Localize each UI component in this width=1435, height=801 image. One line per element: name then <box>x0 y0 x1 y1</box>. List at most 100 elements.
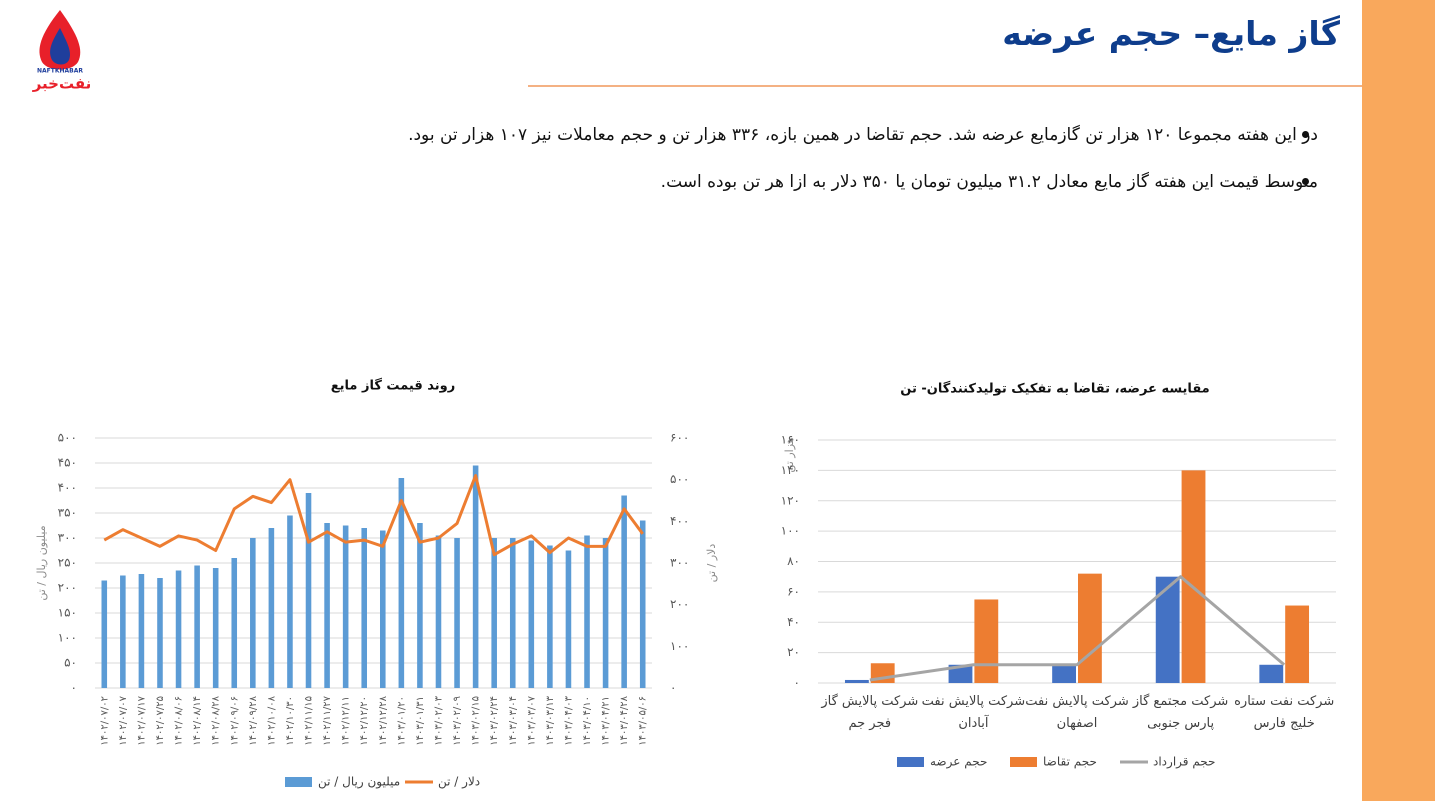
x-tick-label: ۱۴۰۲/۱۱/۲۷ <box>322 695 333 745</box>
x-tick-label: ۱۴۰۲/۰۷/۱۷ <box>136 695 147 745</box>
bar <box>1181 470 1206 683</box>
y-tick-label: ۱۴۰ <box>781 463 800 477</box>
legend-label: حجم قرارداد <box>1153 755 1215 770</box>
x-tick-label: ۱۴۰۳/۰۱/۳۱ <box>415 696 426 746</box>
x-tick-label: ۱۴۰۲/۱۰/۳۰ <box>285 696 296 746</box>
y2-axis-title: دلار / تن <box>705 544 718 583</box>
legend-label: حجم تقاضا <box>1043 755 1097 769</box>
y-tick-label: ۳۰۰ <box>58 531 77 545</box>
bar <box>101 580 108 688</box>
bar <box>509 538 516 688</box>
y2-tick-label: ۰ <box>670 681 676 695</box>
x-tick-box: شرکت نفت ستاره خلیج فارس <box>1234 694 1335 731</box>
bar <box>454 538 460 688</box>
y-tick-label: ۱۵۰ <box>58 606 77 620</box>
bar <box>528 540 535 688</box>
x-tick-label: ۱۴۰۲/۱۲/۲۸ <box>378 695 389 745</box>
bar <box>250 538 256 688</box>
x-tick-box: شرکت پالایش نفت آبادان <box>921 694 1026 731</box>
logo-text: نفت‌خبر <box>32 75 92 93</box>
y2-tick-label: ۲۰۰ <box>670 597 689 611</box>
y-tick-label: ۴۰۰ <box>58 481 77 495</box>
y-tick-label: ۶۰ <box>787 584 800 598</box>
bar <box>584 535 590 688</box>
x-tick-label: ۱۴۰۲/۰۷/۰۲ <box>99 696 110 746</box>
bullet-text: متوسط قیمت این هفته گاز مایع معادل ۳۱.۲ … <box>660 172 1318 192</box>
bar <box>398 478 405 688</box>
x-tick-label: ۱۴۰۳/۰۲/۰۳ <box>433 695 444 745</box>
bar <box>1155 576 1180 683</box>
x-tick-label: شرکت پالایش نفت آبادان <box>921 694 1026 731</box>
y-tick-label: ۲۰ <box>787 645 800 659</box>
logo: NAFTKHABAR نفت‌خبر <box>32 10 92 93</box>
y-tick-label: ۲۰۰ <box>58 581 77 595</box>
chart-title: مقایسه عرضه، تقاضا به تفکیک تولیدکنندگان… <box>900 381 1209 397</box>
legend-swatch <box>1010 757 1037 767</box>
bar <box>565 550 572 688</box>
y2-tick-label: ۱۰۰ <box>670 639 689 653</box>
chart-title: روند قیمت گاز مایع <box>331 378 455 394</box>
bar <box>379 530 386 688</box>
y-tick-label: ۱۰۰ <box>781 524 800 538</box>
bar <box>547 545 553 688</box>
y2-tick-label: ۶۰۰ <box>670 431 689 445</box>
bar <box>361 528 368 688</box>
x-tick-label: ۱۴۰۲/۰۸/۱۴ <box>192 696 203 746</box>
bullet-dot <box>1302 131 1309 138</box>
y2-tick-label: ۴۰۰ <box>670 514 689 528</box>
y-tick-label: ۰ <box>71 681 77 695</box>
x-tick-label: ۱۴۰۳/۰۱/۲۰ <box>396 696 407 746</box>
x-tick-label: ۱۴۰۳/۰۲/۲۴ <box>489 696 500 746</box>
x-tick-label: شرکت پالایش گاز فجر جم <box>821 694 919 731</box>
legend-swatch <box>285 777 312 787</box>
bar <box>1285 605 1310 683</box>
x-tick-label: ۱۴۰۲/۰۸/۲۸ <box>211 695 222 745</box>
x-tick-label: ۱۴۰۲/۱۰/۰۸ <box>266 695 277 745</box>
x-tick-label: ۱۴۰۲/۰۹/۲۸ <box>248 695 259 745</box>
x-tick-label: ۱۴۰۳/۰۴/۰۳ <box>563 695 574 745</box>
y-tick-label: ۲۵۰ <box>58 556 77 570</box>
x-tick-label: ۱۴۰۲/۰۷/۰۷ <box>118 695 129 745</box>
x-tick-label: ۱۴۰۲/۰۸/۰۶ <box>174 696 185 746</box>
y-tick-label: ۵۰ <box>64 656 77 670</box>
bar <box>602 538 609 688</box>
charts: NAFTKHABAR نفت‌خبر روند قیمت گاز مایع میل… <box>32 10 1336 790</box>
line <box>103 474 644 557</box>
x-tick-label: ۱۴۰۳/۰۴/۲۸ <box>619 695 630 745</box>
bar <box>324 523 330 688</box>
line <box>869 575 1286 682</box>
bar <box>491 538 497 688</box>
x-tick-label: ۱۴۰۳/۰۲/۰۹ <box>452 696 463 746</box>
y-axis-title: هزار تن <box>783 437 796 472</box>
legend-label: دلار / تن <box>438 775 480 790</box>
legend-label: میلیون ریال / تن <box>318 775 400 790</box>
title-rule <box>528 85 1362 87</box>
y-tick-label: ۰ <box>794 676 800 690</box>
bar <box>1259 664 1284 683</box>
bar <box>268 528 275 688</box>
x-tick-label: ۱۴۰۳/۰۵/۰۶ <box>638 696 649 746</box>
legend-label: حجم عرضه <box>930 755 987 770</box>
y-tick-label: ۳۵۰ <box>58 506 77 520</box>
x-tick-label: شرکت نفت ستاره خلیج فارس <box>1234 694 1335 731</box>
bar <box>1078 573 1102 683</box>
logo-flame-inner <box>50 28 70 65</box>
y-axis-title: میلیون ریال / تن <box>35 525 48 600</box>
legend-swatch <box>897 757 924 767</box>
bar <box>212 568 219 688</box>
y2-tick-label: ۵۰۰ <box>670 472 689 486</box>
side-band <box>1362 0 1435 801</box>
bar <box>844 679 869 683</box>
y-tick-label: ۵۰۰ <box>58 431 77 445</box>
bar <box>948 664 973 683</box>
bar <box>120 575 126 688</box>
bar <box>435 535 442 688</box>
x-tick-label: ۱۴۰۲/۱۲/۲۰ <box>359 696 370 746</box>
bar <box>287 515 293 688</box>
bullet-dot <box>1302 178 1309 185</box>
bar <box>621 495 627 688</box>
bar <box>231 558 238 688</box>
bar <box>157 578 163 688</box>
x-tick-box: شرکت پالایش نفت اصفهان <box>1025 694 1128 731</box>
y-tick-label: ۱۲۰ <box>781 493 800 507</box>
